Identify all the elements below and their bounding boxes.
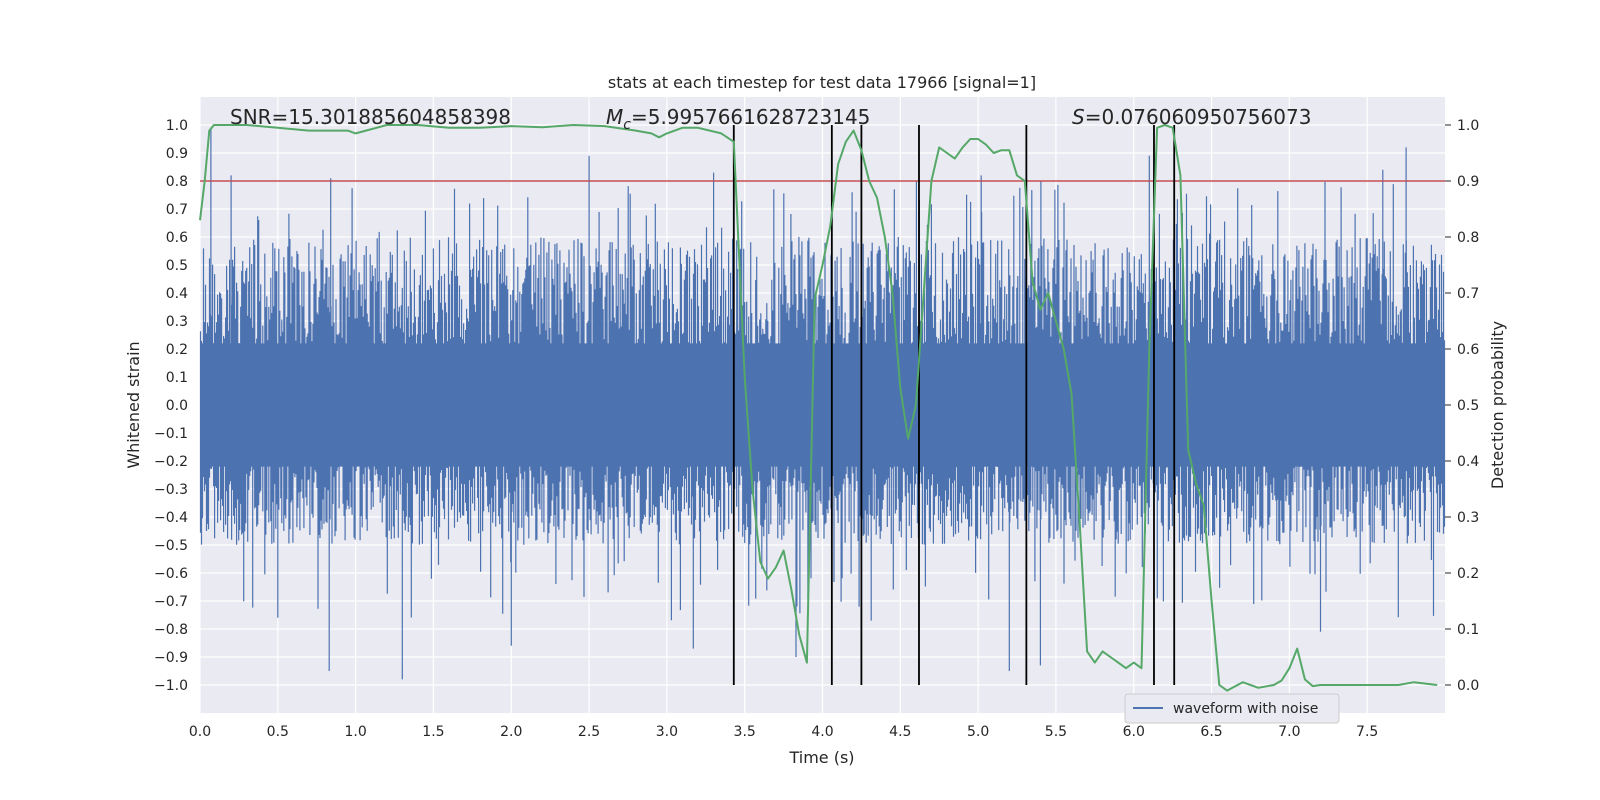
x-tick-label: 4.0	[811, 724, 833, 740]
s-statistic-value: =0.076060950756073	[1085, 105, 1312, 129]
chirp-mass-annotation: Mc=5.9957661628723145	[606, 105, 870, 133]
x-axis-ticks: 0.0 0.5 1.0 1.5 2.0 2.5 3.0 3.5 4.0 4.5 5.0 5.5 6.0 6…	[189, 724, 1378, 740]
y2-tick-label: 0.5	[1457, 398, 1479, 414]
y-tick-label: 0.0	[166, 398, 188, 414]
y-tick-label: −0.9	[154, 650, 188, 666]
x-tick-label: 4.5	[889, 724, 911, 740]
s-statistic-symbol: S	[1072, 105, 1085, 129]
x-tick-label: 7.0	[1278, 724, 1300, 740]
x-tick-label: 3.0	[656, 724, 678, 740]
y-tick-label: 0.8	[166, 174, 188, 190]
y-tick-label: 0.6	[166, 230, 188, 246]
y-tick-label: −0.4	[154, 510, 188, 526]
y2-tick-label: 0.3	[1457, 510, 1479, 526]
legend-label: waveform with noise	[1173, 701, 1318, 717]
chirp-mass-symbol: M	[606, 105, 623, 129]
x-tick-label: 3.5	[734, 724, 756, 740]
chirp-mass-subscript: c	[623, 117, 631, 133]
y-tick-label: 0.7	[166, 202, 188, 218]
y-tick-label: −0.8	[154, 622, 188, 638]
y-tick-label: −0.6	[154, 566, 188, 582]
y-axis-label: Whitened strain	[124, 341, 143, 468]
waveform-trace	[199, 127, 1446, 680]
detection-probability-series	[199, 124, 1438, 692]
y2-axis-label: Detection probability	[1488, 321, 1507, 489]
legend: waveform with noise	[1124, 693, 1340, 724]
y-tick-label: −0.5	[154, 538, 188, 554]
y-tick-label: 0.1	[166, 370, 188, 386]
x-tick-label: 7.5	[1356, 724, 1378, 740]
y2-tick-label: 0.7	[1457, 286, 1479, 302]
y2-tick-label: 0.2	[1457, 566, 1479, 582]
chart-title: stats at each timestep for test data 179…	[608, 73, 1036, 92]
y-tick-label: 0.4	[166, 286, 188, 302]
x-tick-label: 2.0	[500, 724, 522, 740]
x-tick-label: 6.0	[1123, 724, 1145, 740]
chirp-mass-value: =5.9957661628723145	[631, 105, 870, 129]
snr-annotation: SNR=15.301885604858398	[230, 105, 511, 129]
x-tick-label: 5.0	[967, 724, 989, 740]
x-axis-label: Time (s)	[788, 748, 854, 767]
y2-tick-label: 0.9	[1457, 174, 1479, 190]
y2-tick-label: 0.8	[1457, 230, 1479, 246]
y-tick-label: 0.9	[166, 146, 188, 162]
s-statistic-annotation: S=0.076060950756073	[1072, 105, 1311, 129]
y-tick-label: 0.2	[166, 342, 188, 358]
y-axis-ticks: −1.0 −0.9 −0.8 −0.7 −0.6 −0.5 −0.4 −0.3 −0.2 −0.1…	[154, 118, 188, 694]
x-tick-label: 2.5	[578, 724, 600, 740]
x-tick-label: 6.5	[1200, 724, 1222, 740]
y2-tick-label: 0.0	[1457, 678, 1479, 694]
y-tick-label: −0.1	[154, 426, 188, 442]
y-tick-label: −0.3	[154, 482, 188, 498]
y-tick-label: 0.3	[166, 314, 188, 330]
waveform-with-noise-series	[199, 127, 1446, 680]
y2-tick-label: 0.4	[1457, 454, 1479, 470]
x-tick-label: 1.5	[422, 724, 444, 740]
y2-tick-label: 1.0	[1457, 118, 1479, 134]
event-markers	[732, 125, 1176, 685]
y2-axis-ticks: 0.0 0.1 0.2 0.3 0.4 0.5 0.6 0.7 0.8 0.9 1.0	[1445, 118, 1479, 694]
x-tick-label: 0.0	[189, 724, 211, 740]
y-tick-label: −0.7	[154, 594, 188, 610]
x-tick-label: 5.5	[1045, 724, 1067, 740]
y-tick-label: −1.0	[154, 678, 188, 694]
y-tick-label: 0.5	[166, 258, 188, 274]
x-tick-label: 0.5	[267, 724, 289, 740]
detection-probability-line	[199, 124, 1438, 692]
y2-tick-label: 0.1	[1457, 622, 1479, 638]
y2-tick-label: 0.6	[1457, 342, 1479, 358]
y-tick-label: −0.2	[154, 454, 188, 470]
x-tick-label: 1.0	[344, 724, 366, 740]
y-tick-label: 1.0	[166, 118, 188, 134]
legend-box	[1124, 693, 1340, 724]
